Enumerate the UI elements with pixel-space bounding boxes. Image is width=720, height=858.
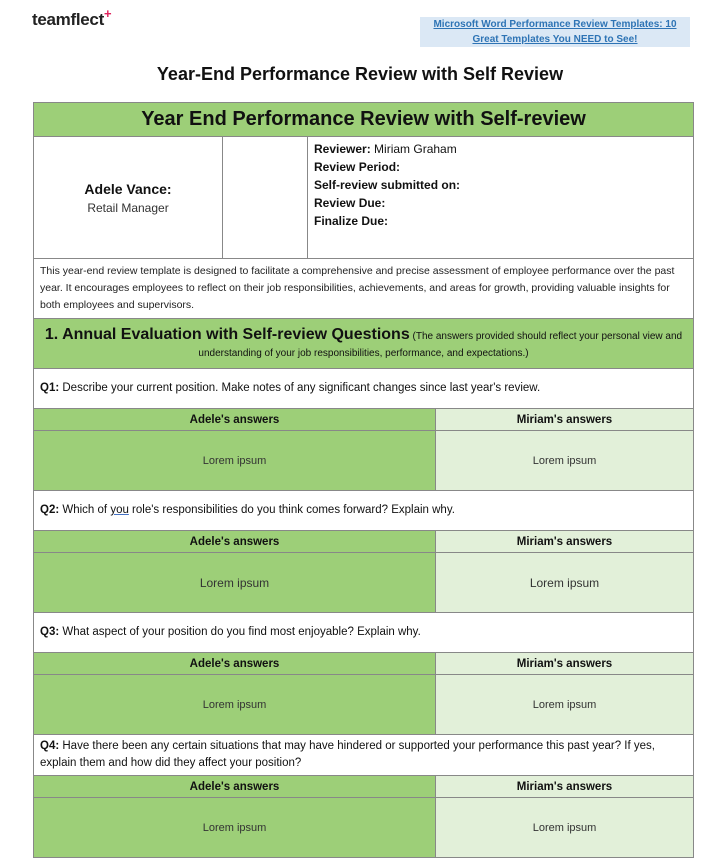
page-title: Year-End Performance Review with Self Re… bbox=[156, 64, 564, 84]
link-line-1[interactable]: Microsoft Word Performance Review Templa… bbox=[433, 19, 677, 30]
adele-answer[interactable]: Lorem ipsum bbox=[34, 798, 436, 857]
empty-cell bbox=[223, 137, 308, 258]
question-number: Q2: bbox=[40, 504, 60, 516]
adele-answer[interactable]: Lorem ipsum bbox=[34, 675, 436, 734]
miriam-answer[interactable]: Lorem ipsum bbox=[436, 431, 693, 490]
field-finalize-due: Finalize Due: bbox=[314, 214, 389, 228]
answers-left-header: Adele's answers bbox=[34, 653, 436, 674]
review-table: Year End Performance Review with Self-re… bbox=[33, 102, 694, 858]
employee-cell: Adele Vance: Retail Manager bbox=[34, 137, 223, 258]
field-self-review-submitted: Self-review submitted on: bbox=[314, 178, 461, 192]
question-text: role's responsibilities do you think com… bbox=[128, 504, 455, 516]
answers-row: Lorem ipsum Lorem ipsum bbox=[34, 675, 693, 735]
miriam-answer[interactable]: Lorem ipsum bbox=[436, 675, 693, 734]
answers-right-header: Miriam's answers bbox=[436, 653, 693, 674]
question-3: Q3: What aspect of your position do you … bbox=[34, 613, 693, 653]
question-number: Q1: bbox=[40, 382, 60, 394]
answers-right-header: Miriam's answers bbox=[436, 776, 693, 797]
miriam-answer[interactable]: Lorem ipsum bbox=[436, 798, 693, 857]
teamflect-logo: teamflect+ bbox=[32, 6, 112, 30]
link-line-2[interactable]: Great Templates You NEED to See! bbox=[472, 34, 638, 45]
answers-header: Adele's answers Miriam's answers bbox=[34, 653, 693, 675]
answers-right-header: Miriam's answers bbox=[436, 409, 693, 430]
answers-header: Adele's answers Miriam's answers bbox=[34, 776, 693, 798]
field-review-due: Review Due: bbox=[314, 196, 386, 210]
answers-row: Lorem ipsum Lorem ipsum bbox=[34, 431, 693, 491]
banner: Year End Performance Review with Self-re… bbox=[34, 103, 693, 137]
article-link[interactable]: Microsoft Word Performance Review Templa… bbox=[420, 17, 690, 47]
answers-right-header: Miriam's answers bbox=[436, 531, 693, 552]
section-title: 1. Annual Evaluation with Self-review Qu… bbox=[44, 325, 410, 343]
logo-text: teamflect bbox=[32, 10, 104, 29]
question-text: Have there been any certain situations t… bbox=[40, 740, 655, 769]
adele-answer[interactable]: Lorem ipsum bbox=[34, 431, 436, 490]
question-text-flagged: you bbox=[110, 504, 129, 516]
answers-row: Lorem ipsum Lorem ipsum bbox=[34, 798, 693, 858]
question-text: Which of bbox=[62, 504, 111, 516]
field-review-period: Review Period: bbox=[314, 160, 401, 174]
answers-left-header: Adele's answers bbox=[34, 409, 436, 430]
reviewer-value: Miriam Graham bbox=[374, 142, 457, 156]
answers-left-header: Adele's answers bbox=[34, 531, 436, 552]
miriam-answer[interactable]: Lorem ipsum bbox=[436, 553, 693, 612]
description: This year-end review template is designe… bbox=[34, 259, 693, 319]
answers-row: Lorem ipsum Lorem ipsum bbox=[34, 553, 693, 613]
question-1: Q1: Describe your current position. Make… bbox=[34, 369, 693, 409]
plus-icon: + bbox=[103, 6, 112, 21]
question-text: Describe your current position. Make not… bbox=[62, 382, 541, 394]
question-number: Q3: bbox=[40, 626, 60, 638]
section-header: 1. Annual Evaluation with Self-review Qu… bbox=[34, 319, 693, 369]
reviewer-label: Reviewer: bbox=[314, 142, 371, 156]
review-details: Reviewer: Miriam Graham Review Period: S… bbox=[308, 137, 693, 258]
employee-name: Adele Vance: bbox=[84, 180, 172, 197]
info-row: Adele Vance: Retail Manager Reviewer: Mi… bbox=[34, 137, 693, 259]
answers-header: Adele's answers Miriam's answers bbox=[34, 409, 693, 431]
adele-answer[interactable]: Lorem ipsum bbox=[34, 553, 436, 612]
question-2: Q2: Which of you role's responsibilities… bbox=[34, 491, 693, 531]
section-note: (The answers provided should reflect you… bbox=[198, 330, 683, 359]
question-4: Q4: Have there been any certain situatio… bbox=[34, 735, 693, 776]
answers-left-header: Adele's answers bbox=[34, 776, 436, 797]
question-text: What aspect of your position do you find… bbox=[62, 626, 421, 638]
question-number: Q4: bbox=[40, 740, 60, 752]
employee-role: Retail Manager bbox=[87, 200, 169, 215]
answers-header: Adele's answers Miriam's answers bbox=[34, 531, 693, 553]
